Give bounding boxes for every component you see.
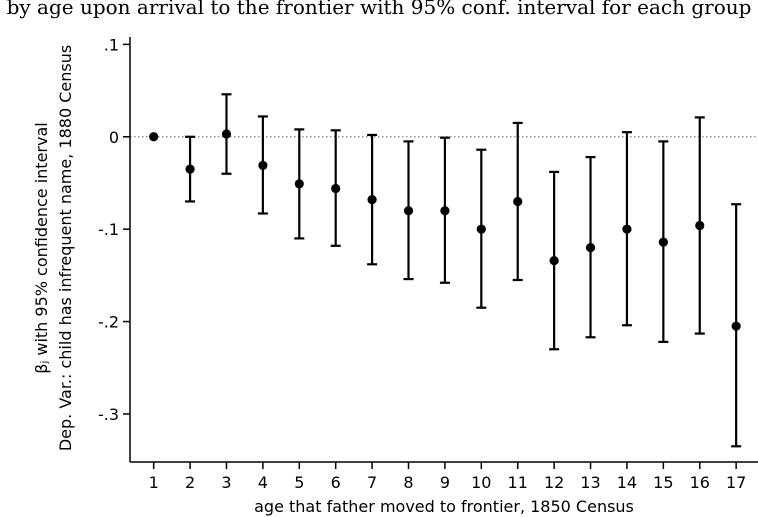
point-estimate: [185, 164, 195, 174]
x-tick-label: 1: [149, 473, 159, 492]
point-estimate: [695, 220, 705, 231]
point-estimate: [440, 206, 450, 216]
point-estimate: [149, 132, 159, 142]
y-tick-label: -.1: [98, 220, 119, 239]
x-tick-label: 13: [580, 473, 600, 492]
x-tick-label: 15: [653, 473, 673, 492]
top-caption: by age upon arrival to the frontier with…: [7, 0, 752, 19]
x-tick-label: 6: [331, 473, 341, 492]
x-tick-label: 10: [471, 473, 491, 492]
x-tick-label: 3: [221, 473, 231, 492]
x-tick-label: 9: [440, 473, 450, 492]
plot-area: [130, 93, 758, 448]
point-estimate: [221, 129, 232, 139]
point-estimate: [658, 237, 668, 247]
y-tick-label: -.2: [98, 313, 119, 332]
point-estimate: [585, 243, 596, 253]
point-estimate: [258, 160, 268, 171]
x-tick-label: 12: [544, 473, 564, 492]
x-tick-label: 4: [258, 473, 268, 492]
point-estimate: [731, 321, 741, 331]
x-tick-label: 14: [617, 473, 637, 492]
point-estimate: [367, 195, 377, 205]
y-axis-ticks: .1 0 -.1 -.2 -.3: [98, 35, 130, 424]
x-axis-ticks: 1 2 3 4 5 6 7 8 9 10 11 12 13 14 15 16 17: [149, 462, 746, 492]
point-estimate: [513, 196, 523, 207]
point-estimate: [294, 179, 304, 189]
x-tick-label: 8: [403, 473, 413, 492]
x-tick-label: 5: [294, 473, 304, 492]
x-tick-label: 2: [185, 473, 195, 492]
x-tick-label: 11: [508, 473, 528, 492]
y-tick-label: 0: [109, 128, 119, 147]
point-estimate: [622, 224, 632, 234]
y-axis-title-line1: βⱼ with 95% confidence interval: [32, 122, 51, 373]
y-axis-title-line2: Dep. Var.: child has infrequent name, 18…: [56, 45, 75, 451]
y-tick-label: -.3: [98, 405, 119, 424]
x-axis-title: age that father moved to frontier, 1850 …: [254, 497, 634, 516]
point-estimate: [476, 224, 486, 234]
point-estimate: [403, 206, 414, 216]
y-tick-label: .1: [104, 35, 119, 54]
x-tick-label: 16: [690, 473, 710, 492]
point-estimate: [549, 255, 559, 266]
x-tick-label: 7: [367, 473, 377, 492]
point-estimate: [331, 183, 341, 194]
x-tick-label: 17: [726, 473, 746, 492]
